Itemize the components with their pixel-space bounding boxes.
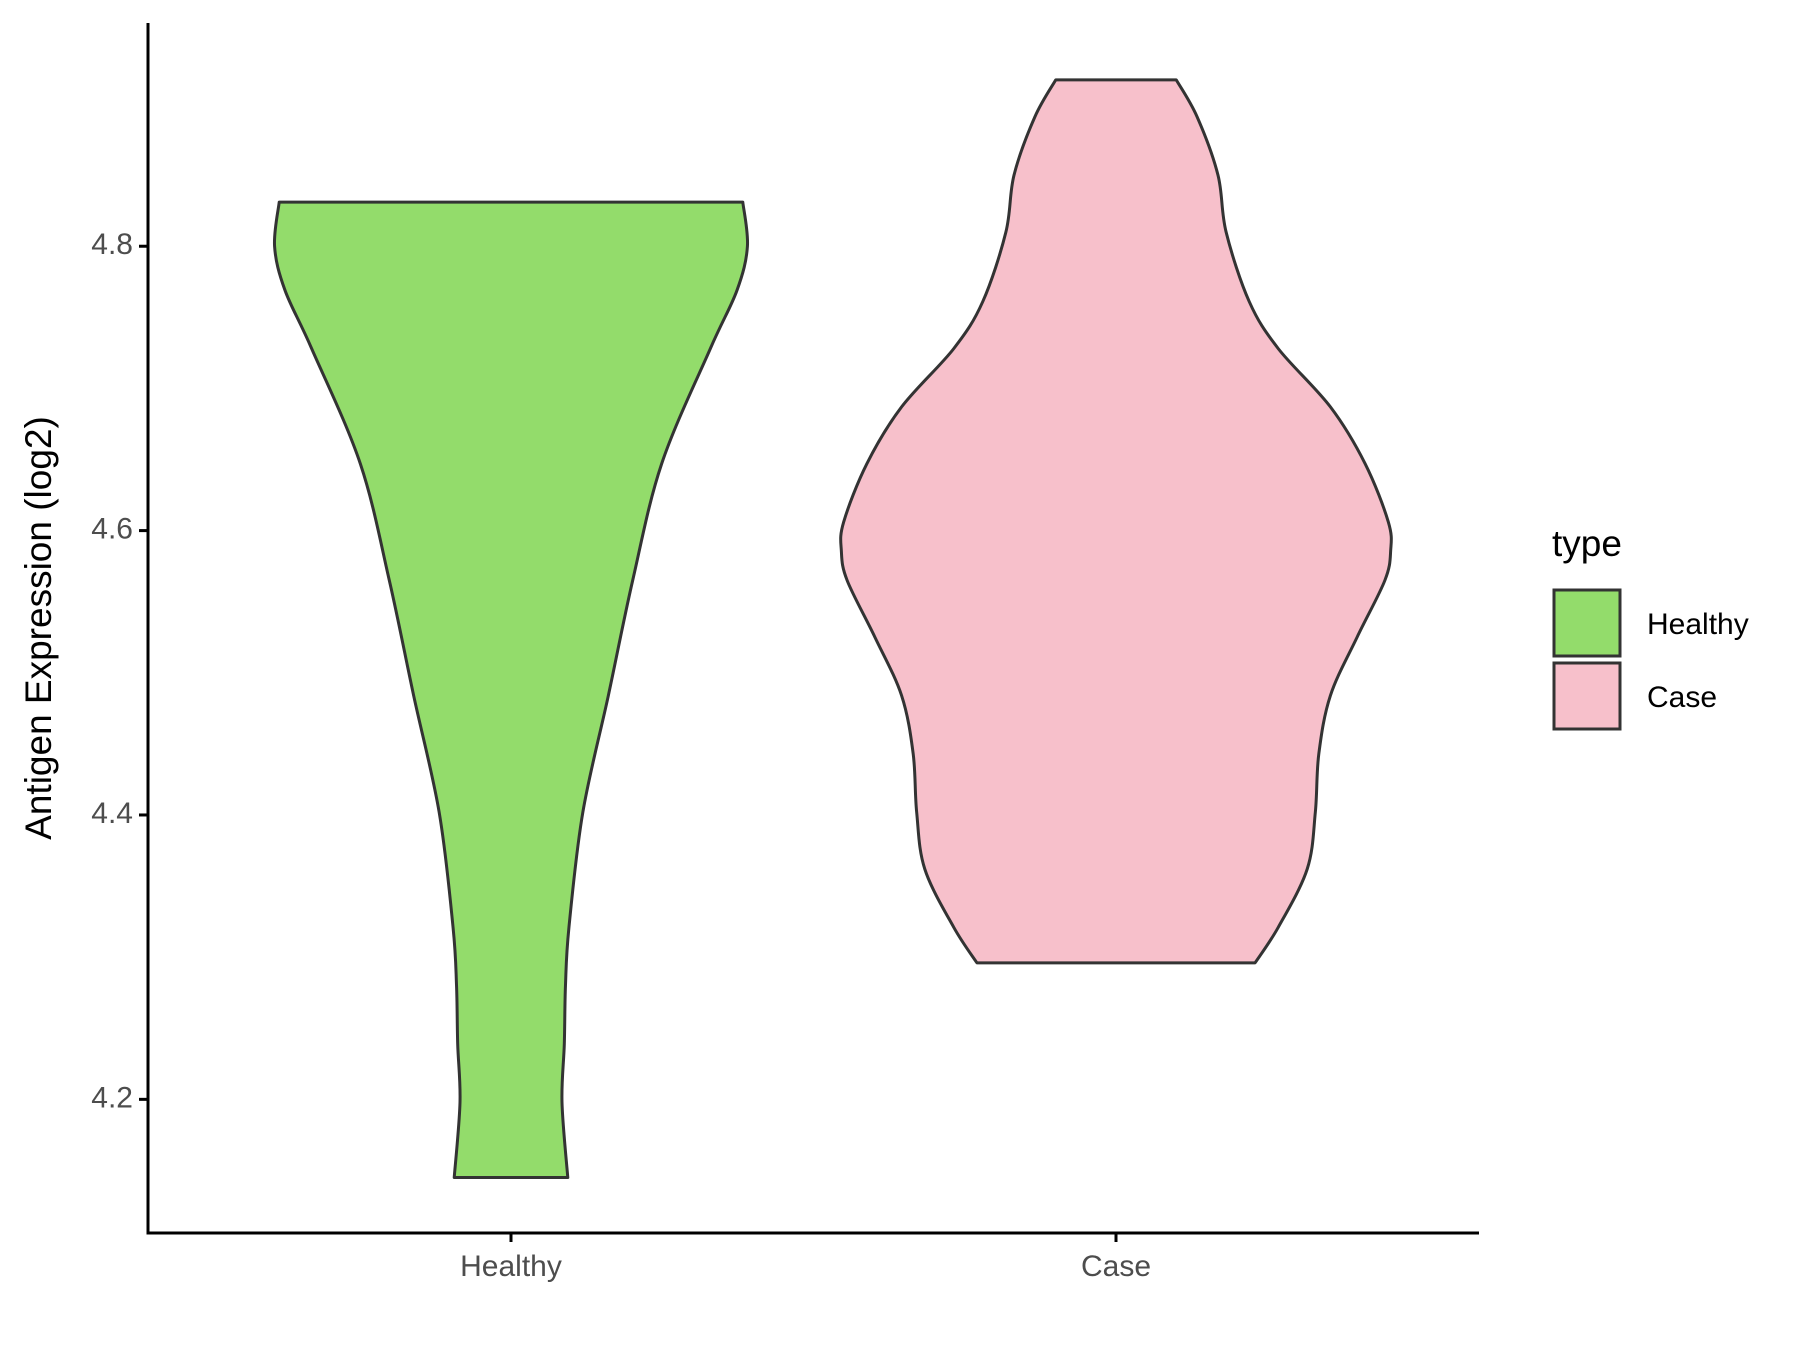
legend-title: type — [1552, 523, 1622, 564]
y-tick-label: 4.4 — [91, 797, 133, 830]
y-axis-title: Antigen Expression (log2) — [18, 416, 59, 840]
x-tick-label: Case — [1081, 1250, 1151, 1283]
legend-key — [1552, 661, 1622, 731]
violin — [839, 78, 1393, 965]
x-tick-label: Healthy — [460, 1250, 562, 1283]
legend-key — [1552, 588, 1622, 658]
legend-label: Healthy — [1647, 608, 1749, 641]
y-tick-label: 4.2 — [91, 1081, 133, 1114]
y-tick-label: 4.8 — [91, 228, 133, 261]
legend-label: Case — [1647, 681, 1717, 714]
violin — [272, 200, 750, 1180]
y-tick-label: 4.6 — [91, 513, 133, 546]
